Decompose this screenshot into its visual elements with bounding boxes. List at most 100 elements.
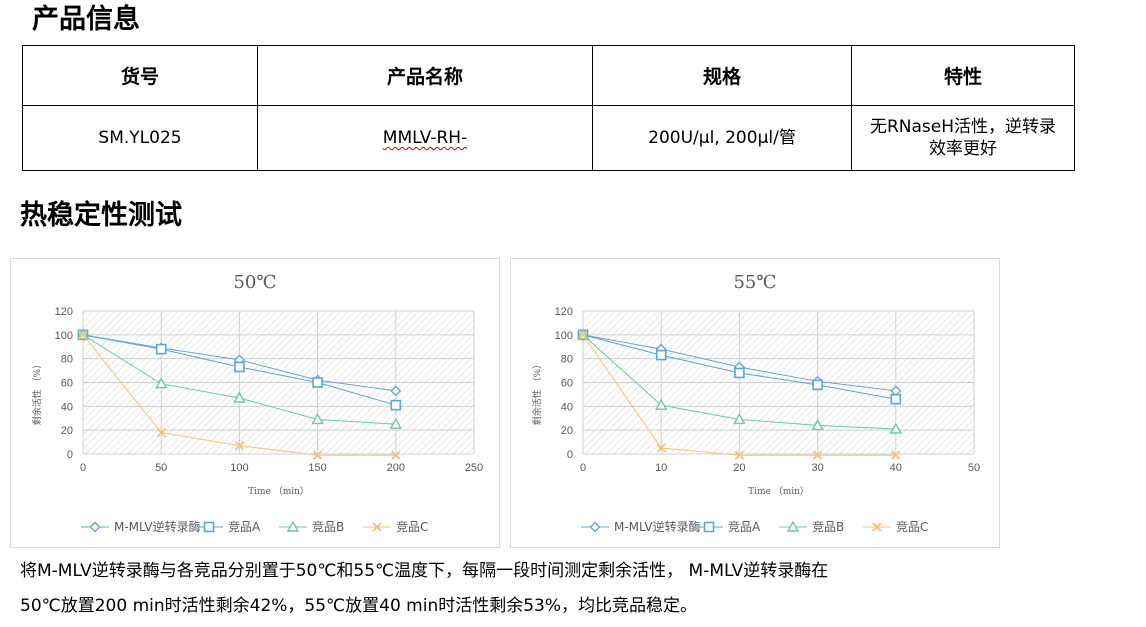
legend-item: 竞品B <box>279 520 344 534</box>
legend-item: 竞品B <box>779 520 844 534</box>
chart-50c-svg: 50℃ 0 20 40 60 80 100 120 0 50 100 150 200 250 Time （m… <box>31 272 483 534</box>
y-tick-label: 80 <box>561 354 573 366</box>
series-3 <box>78 330 401 460</box>
x-tick-label: 0 <box>80 462 86 474</box>
data-point <box>889 422 902 434</box>
data-point <box>655 398 668 410</box>
legend-label: 竞品C <box>896 520 928 534</box>
legend-label: M-MLV逆转录酶 <box>614 519 701 534</box>
data-point <box>312 450 323 460</box>
legend-item: M-MLV逆转录酶 <box>81 519 201 534</box>
y-tick-label: 100 <box>55 330 73 342</box>
y-axis-title: 剩余活性 （%） <box>531 360 543 425</box>
data-point <box>812 450 823 460</box>
table-header-row: 货号 产品名称 规格 特性 <box>22 45 1075 106</box>
data-point <box>234 441 245 451</box>
chart-55c: 55℃ 0 20 40 60 80 100 120 0 10 20 30 40 50 Time （min） 剩… <box>510 258 1000 548</box>
legend-label: 竞品B <box>812 520 844 534</box>
product-table: 货号 产品名称 规格 特性 SM.YL025 MMLV-RH- 200U/μl,… <box>22 45 1075 171</box>
x-tick-label: 10 <box>655 462 667 474</box>
data-point <box>233 391 246 403</box>
legend-marker <box>89 521 101 533</box>
cell-features: 无RNaseH活性，逆转录效率更好 <box>851 105 1075 171</box>
table-row: SM.YL025 MMLV-RH- 200U/μl, 200μl/管 无RNas… <box>22 105 1075 171</box>
x-tick-label: 0 <box>580 462 586 474</box>
x-axis-title: Time （min） <box>248 486 309 497</box>
data-point <box>811 418 824 431</box>
legend-label: 竞品A <box>228 520 261 534</box>
chart-50c: 50℃ 0 20 40 60 80 100 120 0 50 100 150 200 250 Time （m… <box>10 258 500 548</box>
header-specification: 规格 <box>592 45 852 106</box>
x-tick-label: 150 <box>308 462 326 474</box>
product-info-heading: 产品信息 <box>32 4 140 35</box>
y-tick-label: 60 <box>561 378 573 390</box>
header-features: 特性 <box>851 45 1075 106</box>
x-tick-label: 50 <box>155 462 167 474</box>
data-point <box>155 377 168 389</box>
legend-item: 竞品C <box>863 520 928 534</box>
legend-item: 竞品C <box>363 520 428 534</box>
chart-title: 55℃ <box>733 272 776 293</box>
y-tick-label: 120 <box>55 306 73 318</box>
legend-marker <box>703 521 715 533</box>
data-point <box>156 427 166 438</box>
data-point <box>311 413 324 425</box>
legend-item: 竞品A <box>195 520 261 534</box>
x-tick-label: 200 <box>387 462 405 474</box>
y-tick-label: 0 <box>67 449 73 461</box>
y-tick-label: 20 <box>561 425 573 437</box>
legend-label: 竞品B <box>312 520 344 534</box>
legend-marker <box>589 521 601 533</box>
caption-line-2: 50℃放置200 min时活性剩余42%，55℃放置40 min时活性剩余53%… <box>20 596 698 616</box>
y-tick-label: 100 <box>555 330 573 342</box>
y-tick-label: 60 <box>61 378 73 390</box>
y-tick-label: 0 <box>567 449 573 461</box>
data-point <box>656 443 666 453</box>
x-tick-label: 30 <box>811 462 823 474</box>
caption: 将M-MLV逆转录酶与各竞品分别置于50℃和55℃温度下，每隔一段时间测定剩余活… <box>20 554 1120 624</box>
legend-label: 竞品A <box>728 520 761 534</box>
cell-product-name: MMLV-RH- <box>257 105 593 171</box>
y-tick-label: 20 <box>61 425 73 437</box>
data-point <box>578 330 588 340</box>
x-axis-title: Time （min） <box>748 486 809 497</box>
caption-line-1: 将M-MLV逆转录酶与各竞品分别置于50℃和55℃温度下，每隔一段时间测定剩余活… <box>20 561 829 581</box>
legend-marker <box>372 522 382 532</box>
legend-marker <box>786 520 800 532</box>
legend-item: 竞品A <box>695 520 761 534</box>
data-point <box>390 399 402 411</box>
y-axis-title: 剩余活性 （%） <box>31 360 43 425</box>
data-point <box>734 450 745 460</box>
x-tick-label: 20 <box>733 462 745 474</box>
cell-specification: 200U/μl, 200μl/管 <box>592 105 852 171</box>
y-tick-label: 40 <box>561 401 573 413</box>
y-tick-label: 40 <box>61 401 73 413</box>
legend-marker <box>872 522 882 532</box>
series-1 <box>577 329 902 405</box>
legend-label: 竞品C <box>396 520 428 534</box>
legend-marker <box>203 521 215 533</box>
chart-55c-svg: 55℃ 0 20 40 60 80 100 120 0 10 20 30 40 50 Time （min） 剩… <box>531 272 980 534</box>
series-3 <box>578 330 901 460</box>
data-point <box>890 393 902 405</box>
legend-item: M-MLV逆转录酶 <box>581 519 701 534</box>
cell-catalog-no: SM.YL025 <box>22 105 258 171</box>
y-tick-label: 80 <box>61 354 73 366</box>
data-point <box>891 450 901 460</box>
data-point <box>312 377 323 388</box>
data-point <box>390 385 402 397</box>
data-point <box>655 349 667 361</box>
x-tick-label: 250 <box>465 462 483 474</box>
legend-marker <box>286 520 300 532</box>
x-tick-label: 100 <box>230 462 248 474</box>
header-product-name: 产品名称 <box>257 45 593 106</box>
data-point <box>389 417 402 429</box>
thermal-stability-heading: 热稳定性测试 <box>20 200 182 231</box>
chart-title: 50℃ <box>233 272 276 293</box>
data-point <box>155 343 167 355</box>
product-name-text: MMLV-RH- <box>382 128 468 148</box>
data-point <box>78 330 88 340</box>
header-catalog-no: 货号 <box>22 45 258 106</box>
data-point <box>812 379 823 391</box>
y-tick-label: 120 <box>555 306 573 318</box>
